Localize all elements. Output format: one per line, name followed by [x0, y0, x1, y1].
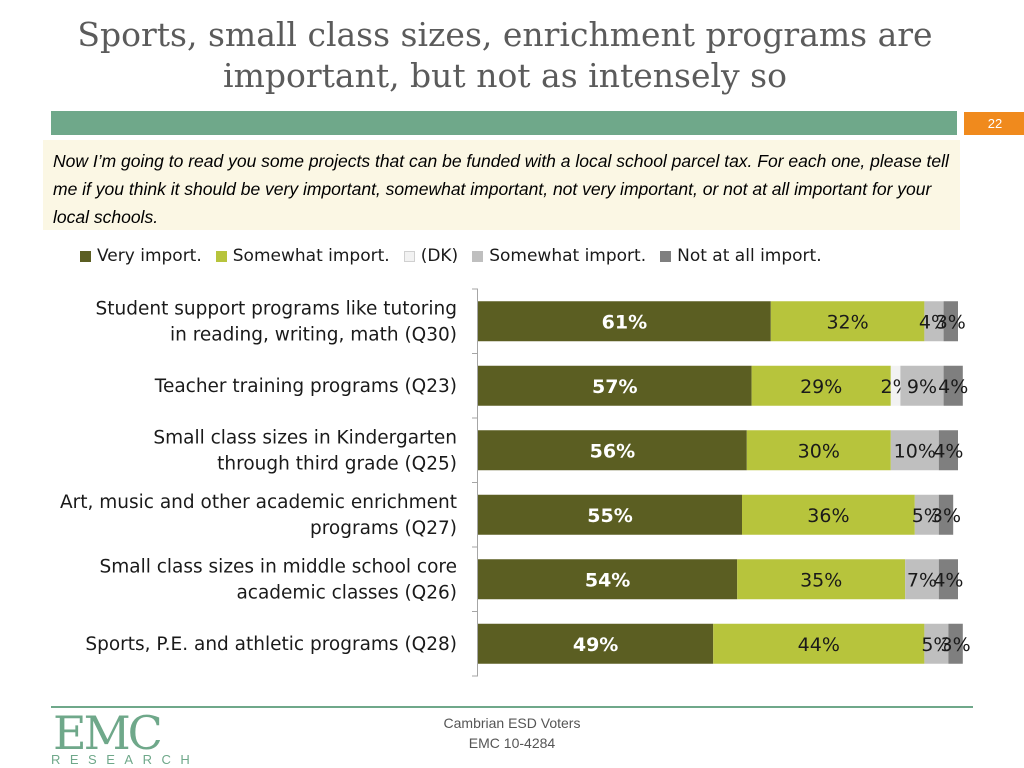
data-label-somewhat: 30%	[798, 440, 840, 462]
bar-segment-not-at-all	[938, 494, 954, 535]
data-label-not-at-all: 3%	[931, 505, 961, 527]
bar-segment-dk	[890, 365, 901, 406]
bar-segment-not-at-all	[938, 559, 958, 600]
slide-title: Sports, small class sizes, enrichment pr…	[77, 15, 933, 95]
legend-label-dk: (DK)	[420, 246, 459, 266]
bar-segment-somewhat	[746, 430, 891, 471]
bar-segment-very	[478, 623, 714, 664]
category-label-line: Sports, P.E. and athletic programs (Q28)	[85, 634, 457, 655]
category-label: Teacher training programs (Q23)	[154, 376, 457, 397]
bar-segment-not-at-all	[943, 301, 958, 342]
category-label-line: Small class sizes in middle school core	[99, 556, 457, 577]
category-label: Art, music and other academic enrichment…	[60, 492, 457, 539]
page-number: 22	[964, 112, 1024, 135]
bar-segment-very	[478, 494, 742, 535]
bar-segment-not-very	[900, 365, 944, 406]
category-label-line: programs (Q27)	[310, 518, 457, 539]
data-label-not-very: 9%	[907, 376, 937, 398]
category-label: Sports, P.E. and athletic programs (Q28)	[85, 634, 457, 655]
bar-segment-not-very	[924, 301, 944, 342]
data-label-somewhat: 29%	[800, 376, 842, 398]
legend-label-somewhat: Somewhat import.	[232, 246, 390, 266]
bar-segment-not-at-all	[943, 365, 963, 406]
category-label-line: through third grade (Q25)	[217, 453, 457, 474]
category-label-line: academic classes (Q26)	[236, 582, 457, 603]
footer-line-2: EMC 10-4284	[468, 735, 556, 751]
category-label-line: Small class sizes in Kindergarten	[153, 427, 457, 448]
data-label-very: 57%	[592, 376, 637, 398]
bar-segment-not-at-all	[948, 623, 963, 664]
legend-item-not-at-all: Not at all import.	[660, 246, 822, 266]
data-label-not-at-all: 4%	[933, 569, 963, 591]
legend-label-not-at-all: Not at all import.	[677, 246, 822, 266]
category-label: Small class sizes in middle school core a…	[99, 556, 457, 603]
footer-line-1: Cambrian ESD Voters	[443, 715, 581, 731]
data-label-not-very: 7%	[907, 569, 937, 591]
data-label-not-at-all: 3%	[941, 634, 971, 656]
data-label-not-very: 5%	[912, 505, 942, 527]
legend-swatch-dk	[403, 250, 415, 262]
data-label-very: 55%	[587, 505, 632, 527]
logo-subtext: RESEARCH	[51, 752, 200, 767]
question-text: Now I’m going to read you some projects …	[43, 140, 960, 230]
header-accent-bar	[51, 111, 957, 135]
data-label-very: 56%	[590, 440, 635, 462]
data-label-not-very: 10%	[894, 440, 936, 462]
data-label-not-at-all: 4%	[938, 376, 968, 398]
legend-item-dk: (DK)	[403, 246, 459, 266]
category-label-line: in reading, writing, math (Q30)	[170, 324, 457, 345]
bar-segment-somewhat	[742, 494, 915, 535]
category-label: Small class sizes in Kindergarten through…	[153, 427, 457, 474]
bar-segment-not-at-all	[938, 430, 958, 471]
category-label: Student support programs like tutoring in…	[96, 298, 457, 345]
bar-segment-very	[478, 365, 752, 406]
data-label-not-very: 5%	[921, 634, 951, 656]
logo-wordmark: EMC	[53, 706, 163, 760]
legend-label-not-very: Somewhat import.	[489, 246, 647, 266]
bar-segment-not-very	[914, 494, 939, 535]
bar-segment-somewhat	[751, 365, 891, 406]
bar-segment-somewhat	[713, 623, 925, 664]
data-label-very: 49%	[573, 634, 618, 656]
bar-segment-very	[478, 430, 747, 471]
bar-segment-not-very	[905, 559, 939, 600]
data-label-not-at-all: 4%	[933, 440, 963, 462]
data-label-not-very: 4%	[919, 311, 949, 333]
bar-segment-somewhat	[737, 559, 906, 600]
data-label-very: 61%	[602, 311, 647, 333]
category-label-line: Teacher training programs (Q23)	[154, 376, 457, 397]
bar-segment-not-very	[924, 623, 949, 664]
chart-legend: Very import. Somewhat import. (DK) Somew…	[80, 243, 836, 269]
legend-swatch-somewhat	[215, 250, 227, 262]
legend-item-somewhat: Somewhat import.	[215, 246, 390, 266]
bar-segment-somewhat	[770, 301, 925, 342]
data-label-not-at-all: 3%	[936, 311, 966, 333]
bar-segment-very	[478, 301, 771, 342]
emc-research-logo: EMC RESEARCH	[51, 706, 190, 767]
footer-accent-line	[51, 706, 973, 708]
data-label-somewhat: 32%	[826, 311, 868, 333]
legend-label-very: Very import.	[97, 246, 202, 266]
bar-segment-very	[478, 559, 738, 600]
footer-caption: Cambrian ESD Voters EMC 10-4284	[412, 713, 612, 753]
bar-segment-not-very	[890, 430, 939, 471]
data-label-somewhat: 44%	[798, 634, 840, 656]
category-label-line: Student support programs like tutoring	[96, 298, 457, 319]
legend-item-very: Very import.	[80, 246, 202, 266]
legend-swatch-not-at-all	[660, 250, 672, 262]
legend-swatch-very	[80, 250, 91, 262]
legend-swatch-not-very	[472, 250, 484, 262]
legend-item-not-very: Somewhat import.	[472, 246, 646, 266]
category-label-line: Art, music and other academic enrichment	[60, 492, 457, 513]
data-label-somewhat: 36%	[807, 505, 849, 527]
data-label-somewhat: 35%	[800, 569, 842, 591]
data-label-very: 54%	[585, 569, 630, 591]
